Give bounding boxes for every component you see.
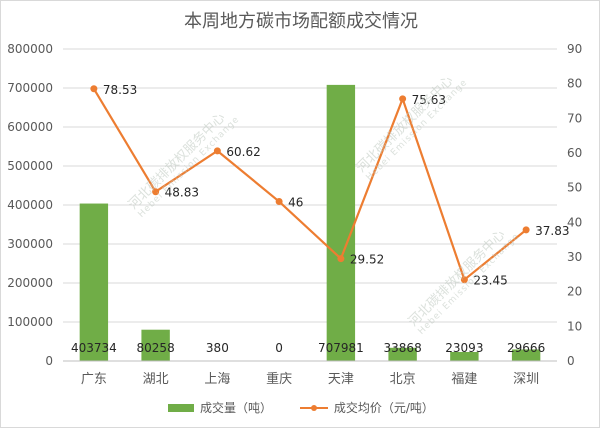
chart-legend: 成交量（吨） 成交均价（元/吨） xyxy=(1,399,600,416)
price-point xyxy=(523,226,530,233)
bar-value-label: 29666 xyxy=(507,341,545,355)
x-tick-label: 天津 xyxy=(328,372,354,387)
price-value-label: 46 xyxy=(288,196,303,210)
y-left-tick-label: 0 xyxy=(45,354,53,368)
y-left-tick-label: 700000 xyxy=(7,81,53,95)
bar xyxy=(327,85,355,361)
y-left-tick-label: 100000 xyxy=(7,315,53,329)
y-left-tick-label: 500000 xyxy=(7,159,53,173)
bar-value-label: 403734 xyxy=(71,341,117,355)
legend-swatch-line xyxy=(300,404,328,412)
y-right-tick-label: 50 xyxy=(567,181,582,195)
y-right-tick-label: 10 xyxy=(567,319,582,333)
bar-value-label: 707981 xyxy=(318,341,364,355)
x-tick-label: 重庆 xyxy=(266,371,292,387)
bar-value-label: 23093 xyxy=(445,341,483,355)
x-tick-label: 北京 xyxy=(390,372,416,387)
bar-value-label: 380 xyxy=(206,341,229,355)
y-right-tick-label: 60 xyxy=(567,146,582,160)
bar-value-label: 80258 xyxy=(137,341,175,355)
bar-value-label: 0 xyxy=(275,341,283,355)
price-value-label: 29.52 xyxy=(350,253,384,267)
price-value-label: 37.83 xyxy=(535,224,569,238)
y-right-tick-label: 70 xyxy=(567,111,582,125)
y-left-tick-label: 800000 xyxy=(7,42,53,56)
y-right-tick-label: 0 xyxy=(567,354,575,368)
y-right-tick-label: 20 xyxy=(567,285,582,299)
price-value-label: 60.62 xyxy=(226,145,260,159)
y-right-tick-label: 90 xyxy=(567,42,582,56)
y-left-tick-label: 600000 xyxy=(7,120,53,134)
bar-value-label: 33868 xyxy=(384,341,422,355)
x-tick-label: 深圳 xyxy=(513,372,539,387)
legend-swatch-bar xyxy=(168,404,194,412)
y-right-tick-label: 80 xyxy=(567,77,582,91)
price-point xyxy=(90,85,97,92)
x-tick-label: 上海 xyxy=(204,372,230,387)
price-point xyxy=(399,95,406,102)
legend-label-price: 成交均价（元/吨） xyxy=(334,399,434,416)
legend-item-volume: 成交量（吨） xyxy=(168,399,272,416)
price-point xyxy=(337,255,344,262)
x-tick-label: 福建 xyxy=(451,372,477,387)
y-left-tick-label: 300000 xyxy=(7,237,53,251)
price-value-label: 78.53 xyxy=(103,83,137,97)
x-tick-label: 湖北 xyxy=(143,372,169,387)
x-tick-label: 广东 xyxy=(81,372,107,387)
legend-item-price: 成交均价（元/吨） xyxy=(300,399,434,416)
price-point xyxy=(276,198,283,205)
bar xyxy=(80,204,108,361)
y-left-tick-label: 400000 xyxy=(7,198,53,212)
y-left-tick-label: 200000 xyxy=(7,276,53,290)
legend-label-volume: 成交量（吨） xyxy=(200,399,272,416)
y-right-tick-label: 30 xyxy=(567,250,582,264)
